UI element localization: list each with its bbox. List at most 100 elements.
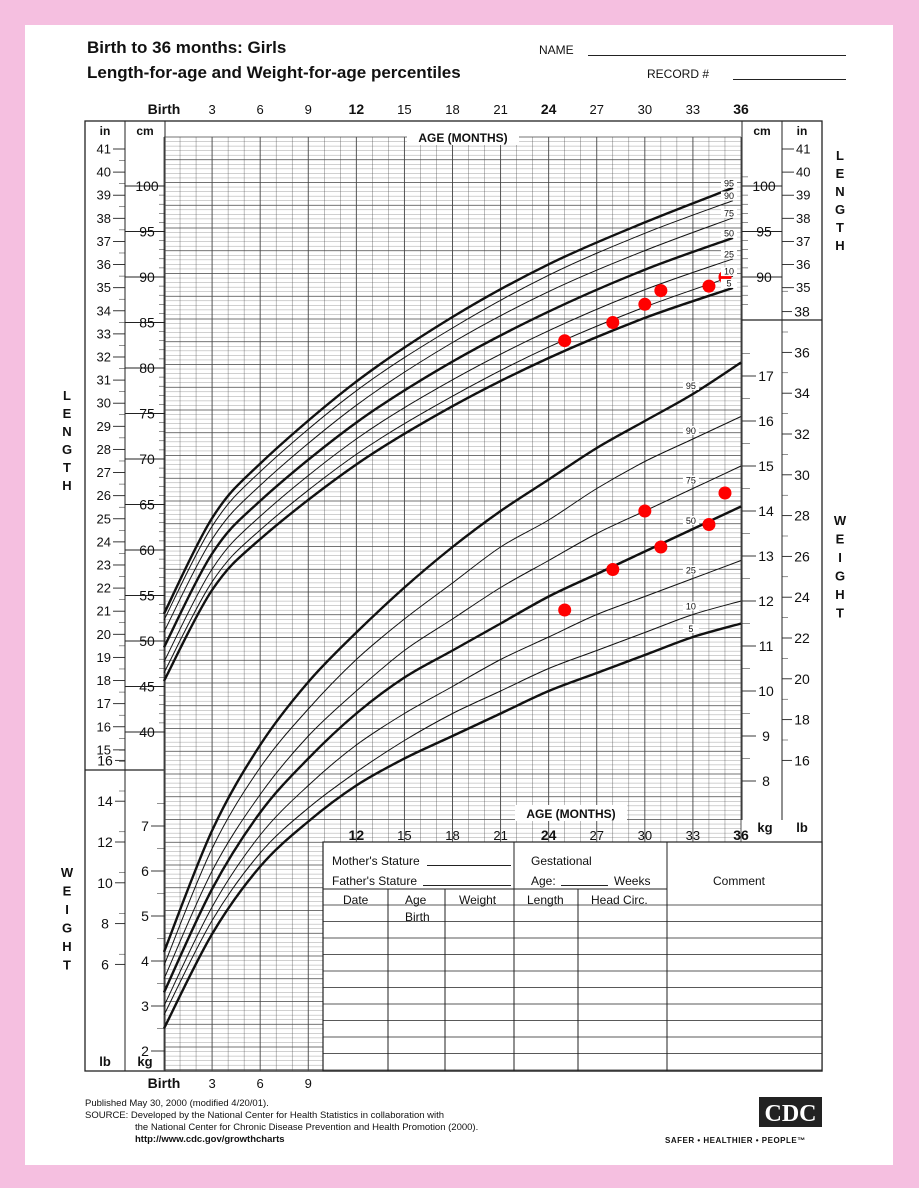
age-tick-weight: 21 — [493, 828, 507, 843]
length-percentile-90 — [163, 200, 734, 621]
age-tick-top: 15 — [397, 102, 411, 117]
cdc-slogan: SAFER • HEALTHIER • PEOPLE™ — [665, 1136, 806, 1145]
length-measurement-point — [638, 297, 652, 311]
footer-url[interactable]: http://www.cdc.gov/growthcharts — [135, 1134, 285, 1145]
in-label-right: 41 — [796, 142, 810, 157]
kg-label-right: 14 — [758, 503, 774, 519]
weight-percentile-5 — [162, 622, 742, 1030]
lb-label-right: 32 — [794, 426, 810, 442]
length-curve-label-90: 90 — [724, 191, 734, 201]
age-tick-top: 6 — [257, 102, 264, 117]
age-tick-bottom: 9 — [305, 1076, 312, 1091]
lb-label-right: 38 — [794, 304, 810, 320]
in-label-left: 40 — [97, 165, 111, 180]
length-side-label-left: N — [62, 424, 71, 439]
lb-label-right: 16 — [794, 752, 810, 768]
lb-label-left: 6 — [101, 956, 109, 972]
age-tick-weight: 33 — [686, 828, 700, 843]
age-tick-bottom: 6 — [257, 1076, 264, 1091]
kg-label-left: 7 — [141, 818, 149, 834]
kg-label-right: 11 — [759, 638, 774, 654]
footer-source1: SOURCE: Developed by the National Center… — [85, 1110, 445, 1121]
kg-label-right: 13 — [758, 548, 774, 564]
age-tick-top: 27 — [590, 102, 604, 117]
weight-side-label-left: T — [63, 958, 71, 973]
col-length-header: Length — [527, 893, 564, 907]
in-label-left: 27 — [97, 465, 111, 480]
length-percentile-10 — [163, 275, 734, 674]
record-field[interactable] — [733, 79, 846, 80]
comment-label: Comment — [713, 874, 766, 888]
in-label-right: 38 — [796, 211, 810, 226]
lb-label-right: 36 — [794, 344, 810, 360]
length-curve-label-25: 25 — [724, 249, 734, 259]
in-label-left: 23 — [97, 557, 111, 572]
kg-label-right: 12 — [758, 593, 774, 609]
age-label-bg — [515, 805, 627, 821]
weight-percentile-25 — [163, 560, 742, 1007]
lb-label-right: 34 — [794, 385, 810, 401]
cdc-logo: CDC — [759, 1096, 847, 1136]
in-label-left: 16 — [97, 719, 111, 734]
kg-label-left: 3 — [141, 998, 149, 1014]
weight-percentile-50 — [162, 505, 742, 994]
length-side-label-right: H — [835, 238, 844, 253]
father-stature-field[interactable] — [423, 885, 511, 886]
chart-title-line2: Length-for-age and Weight-for-age percen… — [87, 63, 461, 82]
footer-source2: the National Center for Chronic Disease … — [135, 1122, 479, 1133]
footer-published: Published May 30, 2000 (modified 4/20/01… — [85, 1098, 269, 1109]
record-form-box — [322, 841, 823, 1072]
weight-curve-label-25: 25 — [686, 566, 696, 576]
length-side-label-left: E — [63, 406, 72, 421]
weight-side-label-right: E — [836, 532, 845, 547]
weight-measurement-point — [638, 504, 652, 518]
in-label-left: 28 — [97, 442, 111, 457]
lb-label-right: 24 — [794, 589, 810, 605]
col-date-header: Date — [343, 893, 369, 907]
length-measurement-point — [606, 316, 620, 329]
age-tick-weight: 15 — [397, 828, 411, 843]
weight-side-label-left: E — [63, 884, 72, 899]
gestational-age-field[interactable] — [561, 885, 608, 886]
age-tick-weight: 12 — [349, 827, 365, 843]
measurement-points — [558, 270, 732, 617]
cm-label-right: 90 — [756, 269, 772, 285]
curve-label-bg — [682, 475, 699, 485]
curve-label-bg — [720, 178, 737, 188]
length-percentile-5 — [162, 286, 734, 682]
length-side-label-right: E — [836, 166, 845, 181]
cm-label-left: 80 — [139, 360, 155, 376]
in-label-left: 15 — [97, 742, 111, 757]
unit-kg-left: kg — [137, 1054, 152, 1069]
weight-curve-label-95: 95 — [686, 381, 696, 391]
unit-cm-left: cm — [136, 124, 153, 138]
length-percentile-75 — [163, 217, 734, 633]
gestational-label: Gestational — [531, 854, 592, 868]
weight-measurement-point — [718, 486, 732, 500]
curve-label-bg — [720, 208, 737, 218]
age-tick-top: 3 — [208, 102, 215, 117]
age-tick-weight: 36 — [733, 827, 749, 843]
curve-label-bg — [682, 381, 699, 390]
curve-label-bg — [720, 191, 737, 201]
weight-measurement-point — [654, 540, 668, 554]
length-curve-label-75: 75 — [724, 208, 734, 218]
gestational-weeks-label: Weeks — [614, 874, 651, 888]
mother-stature-field[interactable] — [427, 865, 511, 866]
weight-side-label-right: H — [835, 587, 844, 602]
weight-axis-ticks: 8910111213141516171618202224262830323436… — [97, 290, 810, 1059]
length-curve-label-10: 10 — [724, 267, 734, 277]
kg-label-left: 2 — [141, 1043, 149, 1059]
weight-curve-label-10: 10 — [686, 602, 696, 612]
growth-chart-svg: 1516171819202122232425262728293031323334… — [61, 101, 847, 1091]
age-axis-label-weight: AGE (MONTHS) — [526, 807, 615, 821]
weight-curve-label-50: 50 — [686, 516, 696, 526]
in-label-left: 30 — [97, 396, 111, 411]
in-label-left: 18 — [97, 673, 111, 688]
length-side-label-right: N — [835, 184, 844, 199]
in-label-left: 20 — [97, 627, 111, 642]
name-field[interactable] — [588, 55, 846, 56]
kg-label-right: 10 — [758, 683, 774, 699]
age-tick-top: 18 — [445, 102, 459, 117]
col-head-circ-header: Head Circ. — [591, 893, 648, 907]
